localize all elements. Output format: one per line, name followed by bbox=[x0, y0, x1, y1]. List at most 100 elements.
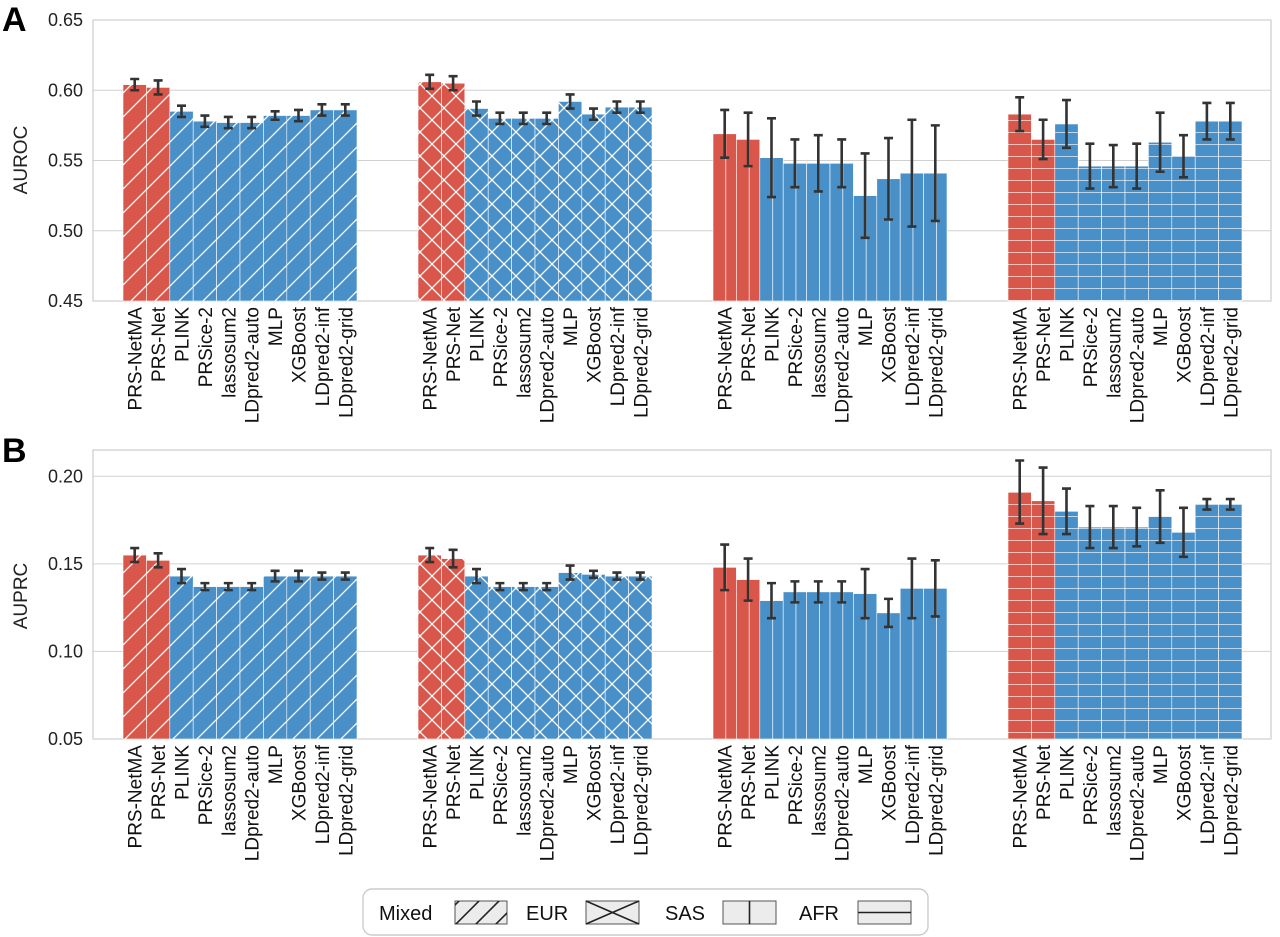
error-bar bbox=[790, 138, 800, 189]
bar-hatch bbox=[1195, 504, 1219, 739]
error-bar bbox=[1108, 504, 1118, 550]
bar-hatch bbox=[123, 84, 147, 301]
error-bar bbox=[1085, 142, 1095, 190]
error-bar bbox=[1038, 466, 1048, 536]
error-bar bbox=[448, 74, 458, 92]
y-tick-label: 0.05 bbox=[48, 729, 83, 749]
x-tick-label: LDpred2-grid bbox=[631, 745, 652, 856]
legend-label-eur: EUR bbox=[526, 903, 568, 925]
x-tick-label: MLP bbox=[856, 307, 877, 346]
bar-hatch bbox=[418, 555, 442, 739]
bar-hatch bbox=[1218, 504, 1242, 739]
y-tick-label: 0.50 bbox=[48, 221, 83, 241]
bar-hatch bbox=[876, 178, 901, 301]
error-bar bbox=[425, 73, 435, 91]
x-tick-label: LDpred2-inf bbox=[903, 744, 924, 844]
bar-hatch bbox=[853, 195, 877, 301]
x-tick-label: LDpred2-grid bbox=[1221, 307, 1242, 418]
x-tick-label: LDpred2-inf bbox=[313, 306, 334, 406]
bar-hatch bbox=[193, 121, 217, 301]
bar-hatch bbox=[146, 560, 170, 739]
bar-hatch bbox=[923, 588, 947, 739]
y-tick-label: 0.20 bbox=[48, 466, 83, 486]
bar-hatch bbox=[1078, 166, 1102, 301]
x-tick-label: PRS-NetMA bbox=[126, 307, 147, 411]
panel-a-ylabel: AUROC bbox=[11, 126, 32, 195]
x-tick-label: MLP bbox=[1151, 307, 1172, 346]
bar-hatch bbox=[1054, 123, 1079, 301]
error-bar bbox=[270, 110, 280, 122]
y-tick-label: 0.45 bbox=[48, 291, 83, 311]
error-bar bbox=[743, 111, 753, 168]
error-bar bbox=[130, 546, 140, 564]
bar-hatch bbox=[535, 118, 559, 301]
error-bar bbox=[1108, 143, 1118, 189]
error-bar bbox=[472, 567, 481, 585]
bar-hatch bbox=[806, 163, 830, 301]
x-tick-label: LDpred2-auto bbox=[538, 745, 559, 861]
y-tick-label: 0.15 bbox=[48, 554, 83, 574]
x-tick-label: MLP bbox=[266, 307, 287, 346]
bar-hatch bbox=[783, 591, 807, 739]
bar-hatch bbox=[169, 576, 194, 739]
x-tick-label: LDpred2-auto bbox=[243, 307, 264, 423]
bar-hatch bbox=[286, 115, 311, 301]
x-tick-label: PLINK bbox=[1058, 745, 1079, 800]
x-tick-label: LDpred2-grid bbox=[336, 307, 357, 418]
bar-hatch bbox=[876, 612, 901, 739]
bar-hatch bbox=[1125, 166, 1149, 301]
error-bar bbox=[837, 580, 847, 604]
bar-hatch bbox=[558, 572, 582, 739]
x-tick-label: PLINK bbox=[173, 745, 194, 800]
x-tick-label: LDpred2-grid bbox=[926, 307, 947, 418]
error-bar bbox=[1062, 487, 1071, 536]
bar-hatch bbox=[310, 576, 334, 739]
x-tick-label: PRS-NetMA bbox=[716, 307, 737, 411]
bar-hatch bbox=[736, 139, 760, 301]
bar-hatch bbox=[581, 574, 606, 739]
error-bar bbox=[542, 581, 552, 592]
error-bar bbox=[542, 111, 552, 126]
x-tick-label: MLP bbox=[856, 745, 877, 784]
error-bar bbox=[1179, 506, 1188, 559]
x-tick-label: lassosum2 bbox=[219, 745, 240, 836]
error-bar bbox=[930, 124, 940, 223]
x-tick-label: MLP bbox=[266, 745, 287, 784]
error-bar bbox=[930, 559, 940, 618]
x-tick-label: MLP bbox=[1151, 745, 1172, 784]
error-bar bbox=[340, 571, 350, 581]
x-tick-label: XGBoost bbox=[585, 306, 606, 383]
error-bar bbox=[223, 581, 233, 592]
bar-hatch bbox=[511, 118, 535, 301]
error-bar bbox=[1085, 504, 1095, 550]
error-bar bbox=[1155, 111, 1165, 174]
bar-hatch bbox=[923, 173, 947, 301]
bar-hatch bbox=[900, 588, 924, 739]
error-bar bbox=[247, 581, 257, 592]
error-bar bbox=[177, 104, 186, 119]
error-bar bbox=[612, 100, 622, 115]
error-bar bbox=[907, 118, 917, 228]
bar-hatch bbox=[830, 163, 854, 301]
bar-hatch bbox=[535, 586, 559, 739]
x-tick-label: LDpred2-inf bbox=[903, 306, 924, 406]
x-tick-label: PLINK bbox=[173, 307, 194, 362]
error-bar bbox=[720, 543, 730, 592]
error-bar bbox=[1202, 101, 1212, 141]
bar-hatch bbox=[1078, 527, 1102, 739]
x-tick-label: PRSice-2 bbox=[1081, 745, 1102, 825]
x-tick-label: lassosum2 bbox=[1104, 307, 1125, 398]
x-tick-label: PRSice-2 bbox=[196, 307, 217, 387]
bar-hatch bbox=[558, 101, 582, 302]
error-bar bbox=[495, 581, 505, 592]
x-tick-label: LDpred2-inf bbox=[313, 744, 334, 844]
legend-swatch-mixed-hatch bbox=[455, 901, 507, 924]
error-bar bbox=[317, 103, 327, 117]
error-bar bbox=[153, 552, 163, 569]
error-bar bbox=[767, 117, 776, 199]
bar-hatch bbox=[1008, 492, 1032, 739]
x-tick-label: lassosum2 bbox=[809, 745, 830, 836]
bar-hatch bbox=[1008, 114, 1032, 301]
x-tick-label: PRSice-2 bbox=[1081, 307, 1102, 387]
x-tick-label: lassosum2 bbox=[1104, 745, 1125, 836]
